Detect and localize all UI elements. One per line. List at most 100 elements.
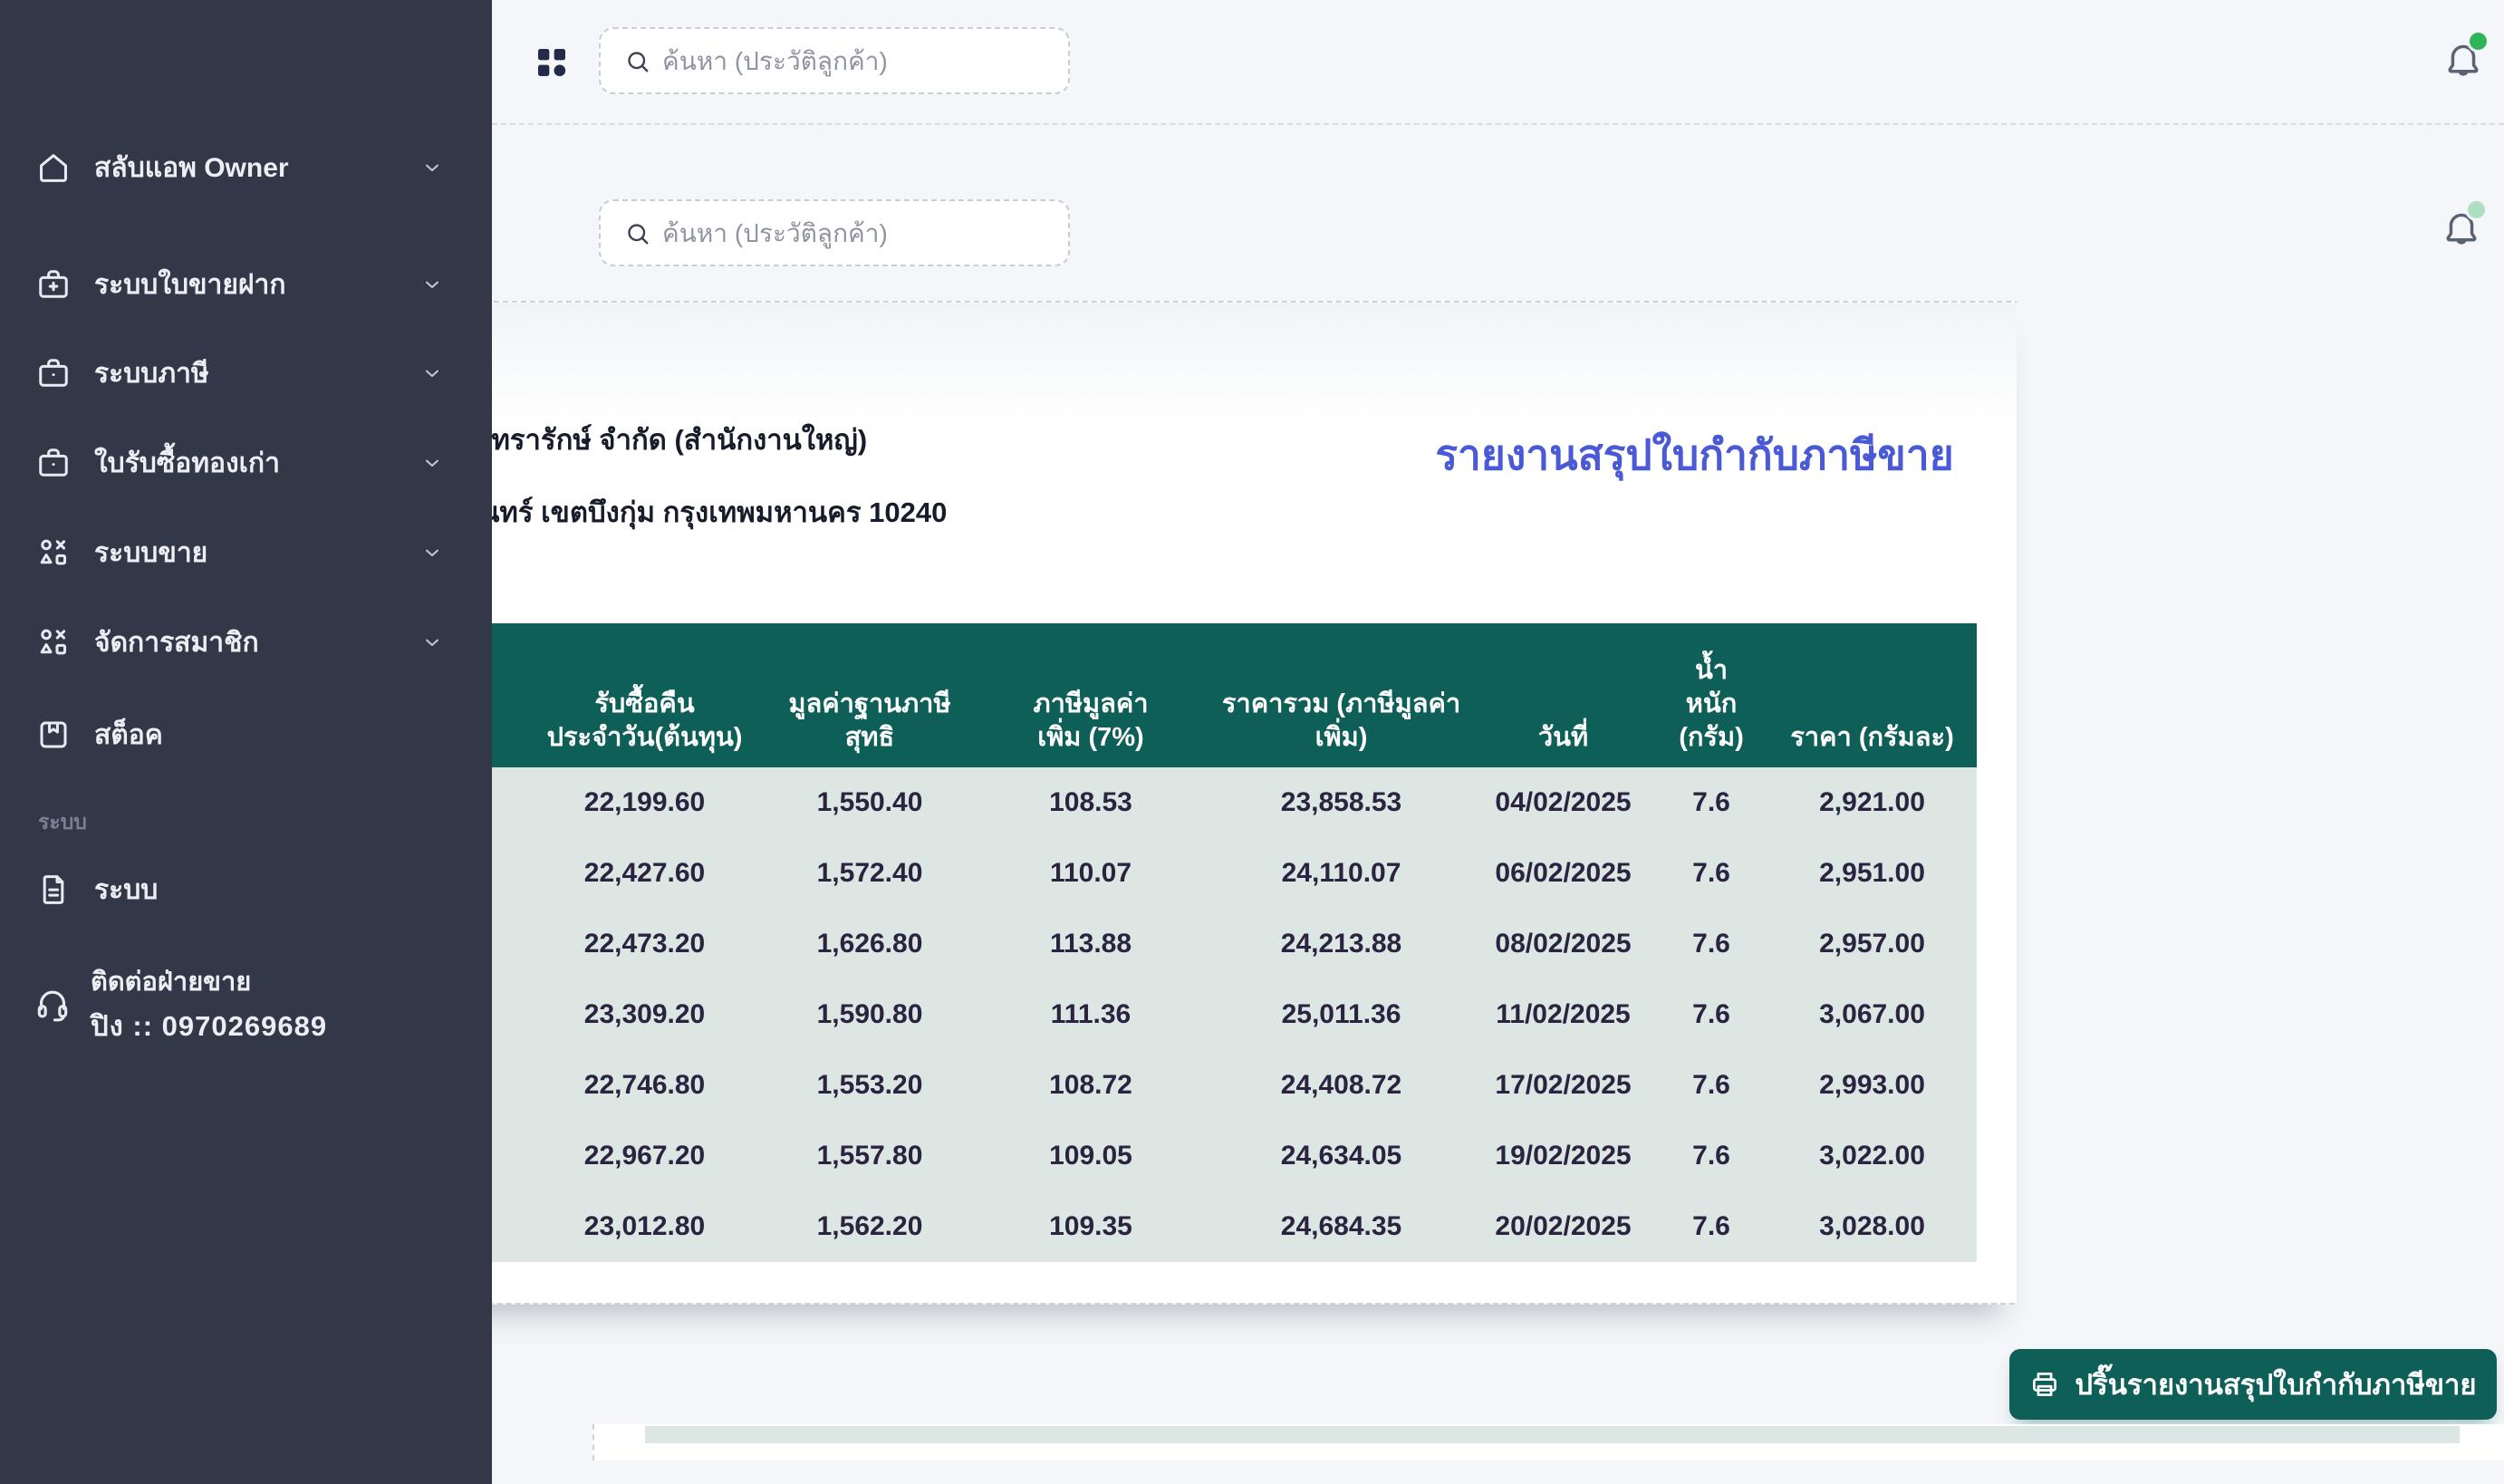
sidebar-item-system[interactable]: ระบบ — [0, 861, 492, 919]
shapes-icon — [36, 625, 71, 660]
table-cell: 24,634.05 — [1280, 1141, 1402, 1171]
table-cell: 1,553.20 — [816, 1070, 923, 1100]
table-cell: 22,967.20 — [583, 1141, 706, 1171]
briefcase-icon — [36, 446, 71, 480]
bell-icon — [2443, 44, 2483, 83]
sidebar-item-label: ระบบ — [94, 874, 159, 905]
table-header-cell: วันที่ — [1471, 721, 1655, 767]
header-line: ประจำวัน(ต้นทุน) — [546, 723, 743, 752]
table-cell: 23,012.80 — [583, 1211, 706, 1241]
table-header-cell: รับซื้อคืนประจำวัน(ต้นทุน) — [520, 688, 769, 767]
table-cell: 06/02/2025 — [1495, 858, 1632, 888]
table-cell: 3,067.00 — [1819, 999, 1925, 1029]
app-grid-icon[interactable] — [534, 44, 570, 81]
table-cell: 24,213.88 — [1280, 929, 1402, 959]
table-cell: 23,858.53 — [1280, 787, 1402, 817]
sidebar-item-stock[interactable]: สต็อค — [0, 706, 492, 764]
table-cell: 25,011.36 — [1281, 999, 1401, 1029]
search-input[interactable] — [660, 29, 1054, 94]
notification-bell-button[interactable] — [2441, 201, 2485, 248]
table-header-cell: มูลค่าฐานภาษีสุทธิ — [769, 688, 970, 767]
table-cell: 110.07 — [1049, 858, 1132, 888]
search-icon — [624, 48, 651, 75]
table-cell: 1,557.80 — [816, 1141, 923, 1171]
sidebar-item[interactable]: ระบบภาษี — [0, 344, 492, 402]
header-line: ราคารวม (ภาษีมูลค่า — [1221, 689, 1461, 718]
sidebar-item[interactable]: ระบบใบขายฝาก — [0, 255, 492, 313]
search-icon — [624, 220, 651, 247]
header-line: รับซื้อคืน — [594, 689, 695, 718]
sidebar-item-label: ใบรับซื้อทองเก่า — [94, 448, 280, 478]
header-line: วันที่ — [1537, 723, 1589, 752]
print-button-label: ปริ๊นรายงานสรุปใบกำกับภาษีขาย — [2075, 1369, 2477, 1401]
table-cell: 2,993.00 — [1819, 1070, 1925, 1100]
notification-dot — [2468, 201, 2485, 218]
table-cell: 24,110.07 — [1281, 858, 1401, 888]
sidebar-item-label: สลับแอพ Owner — [94, 152, 289, 183]
sidebar-item-label: จัดการสมาชิก — [94, 627, 259, 658]
document-icon — [36, 872, 71, 907]
print-report-button[interactable]: ปริ๊นรายงานสรุปใบกำกับภาษีขาย — [2009, 1349, 2497, 1420]
stock-icon — [36, 718, 71, 752]
header-line: เพิ่ม (7%) — [1037, 723, 1144, 752]
header-line: เพิ่ม) — [1315, 723, 1368, 752]
table-cell: 111.36 — [1050, 999, 1132, 1029]
header-line: มูลค่าฐานภาษี — [788, 689, 951, 718]
report-title: รายงานสรุปใบกำกับภาษีขาย — [1435, 431, 1954, 478]
header-line: น้ำ — [1694, 656, 1729, 685]
filter-search — [599, 199, 1070, 266]
table-cell: 108.53 — [1049, 787, 1132, 817]
table-cell: 1,590.80 — [816, 999, 923, 1029]
table-header-cell: น้ำ หนัก (กรัม) — [1655, 654, 1767, 767]
table-cell: 24,684.35 — [1280, 1211, 1402, 1241]
sidebar-contact: ติดต่อฝ่ายขาย ปิง :: 0970269689 — [0, 960, 492, 1060]
table-cell: 22,473.20 — [583, 929, 706, 959]
notification-bell-button[interactable] — [2443, 33, 2487, 83]
table-row: 524,300.0022,746.801,553.20108.7224,408.… — [153, 1050, 1977, 1121]
sidebar-item-label: ระบบใบขายฝาก — [94, 269, 286, 300]
table-cell: 7.6 — [1692, 1141, 1730, 1171]
table-cell: 04/02/2025 — [1495, 787, 1632, 817]
chevron-down-icon — [420, 273, 444, 296]
bell-icon — [2441, 213, 2481, 252]
header-line: ภาษีมูลค่า — [1033, 689, 1149, 718]
table-cell: 109.05 — [1049, 1141, 1132, 1171]
sidebar-item[interactable]: สลับแอพ Owner — [0, 139, 492, 197]
header-line: หนัก — [1685, 689, 1738, 718]
table-cell: 11/02/2025 — [1496, 999, 1631, 1029]
table-cell: 108.72 — [1049, 1070, 1132, 1100]
chevron-down-icon — [420, 451, 444, 475]
table-header-cell: ราคา (กรัมละ) — [1767, 721, 1977, 767]
table-cell: 7.6 — [1692, 929, 1730, 959]
table-cell: 1,572.40 — [816, 858, 923, 888]
table-cell: 24,408.72 — [1280, 1070, 1402, 1100]
table-cell: 3,028.00 — [1819, 1211, 1925, 1241]
table-cell: 3,022.00 — [1819, 1141, 1925, 1171]
table-header-cell: ราคารวม (ภาษีมูลค่าเพิ่ม) — [1211, 688, 1471, 767]
header-line: สุทธิ — [844, 723, 895, 752]
table-cell: 1,626.80 — [816, 929, 923, 959]
sidebar-item-label: ระบบภาษี — [94, 358, 209, 389]
contact-title: ติดต่อฝ่ายขาย — [91, 968, 252, 997]
notification-dot — [2470, 33, 2487, 50]
table-cell: 113.88 — [1049, 929, 1132, 959]
chevron-down-icon — [420, 541, 444, 564]
table-cell: 22,746.80 — [583, 1070, 706, 1100]
table-cell: 2,921.00 — [1819, 787, 1925, 817]
sidebar: สลับแอพ Owner ระบบใบขายฝากระบบภาษีใบรับซื… — [0, 0, 492, 1484]
home-icon — [36, 150, 71, 185]
table-cell: 1,562.20 — [816, 1211, 923, 1241]
sidebar-item-label: ระบบขาย — [94, 537, 208, 568]
topbar-divider — [492, 123, 2504, 125]
sidebar-item[interactable]: จัดการสมาชิก — [0, 613, 492, 671]
sidebar-item[interactable]: ระบบขาย — [0, 524, 492, 582]
sidebar-item[interactable]: ใบรับซื้อทองเก่า — [0, 434, 492, 492]
search-input[interactable] — [660, 201, 1054, 266]
headset-icon — [34, 986, 71, 1022]
table-cell: 19/02/2025 — [1495, 1141, 1632, 1171]
table-row: 424,900.0023,309.201,590.80111.3625,011.… — [153, 979, 1977, 1050]
contact-phone: ปิง :: 0970269689 — [91, 1010, 328, 1042]
sidebar-item-label: สต็อค — [94, 719, 163, 750]
table-cell: 2,951.00 — [1819, 858, 1925, 888]
shapes-icon — [36, 535, 71, 570]
